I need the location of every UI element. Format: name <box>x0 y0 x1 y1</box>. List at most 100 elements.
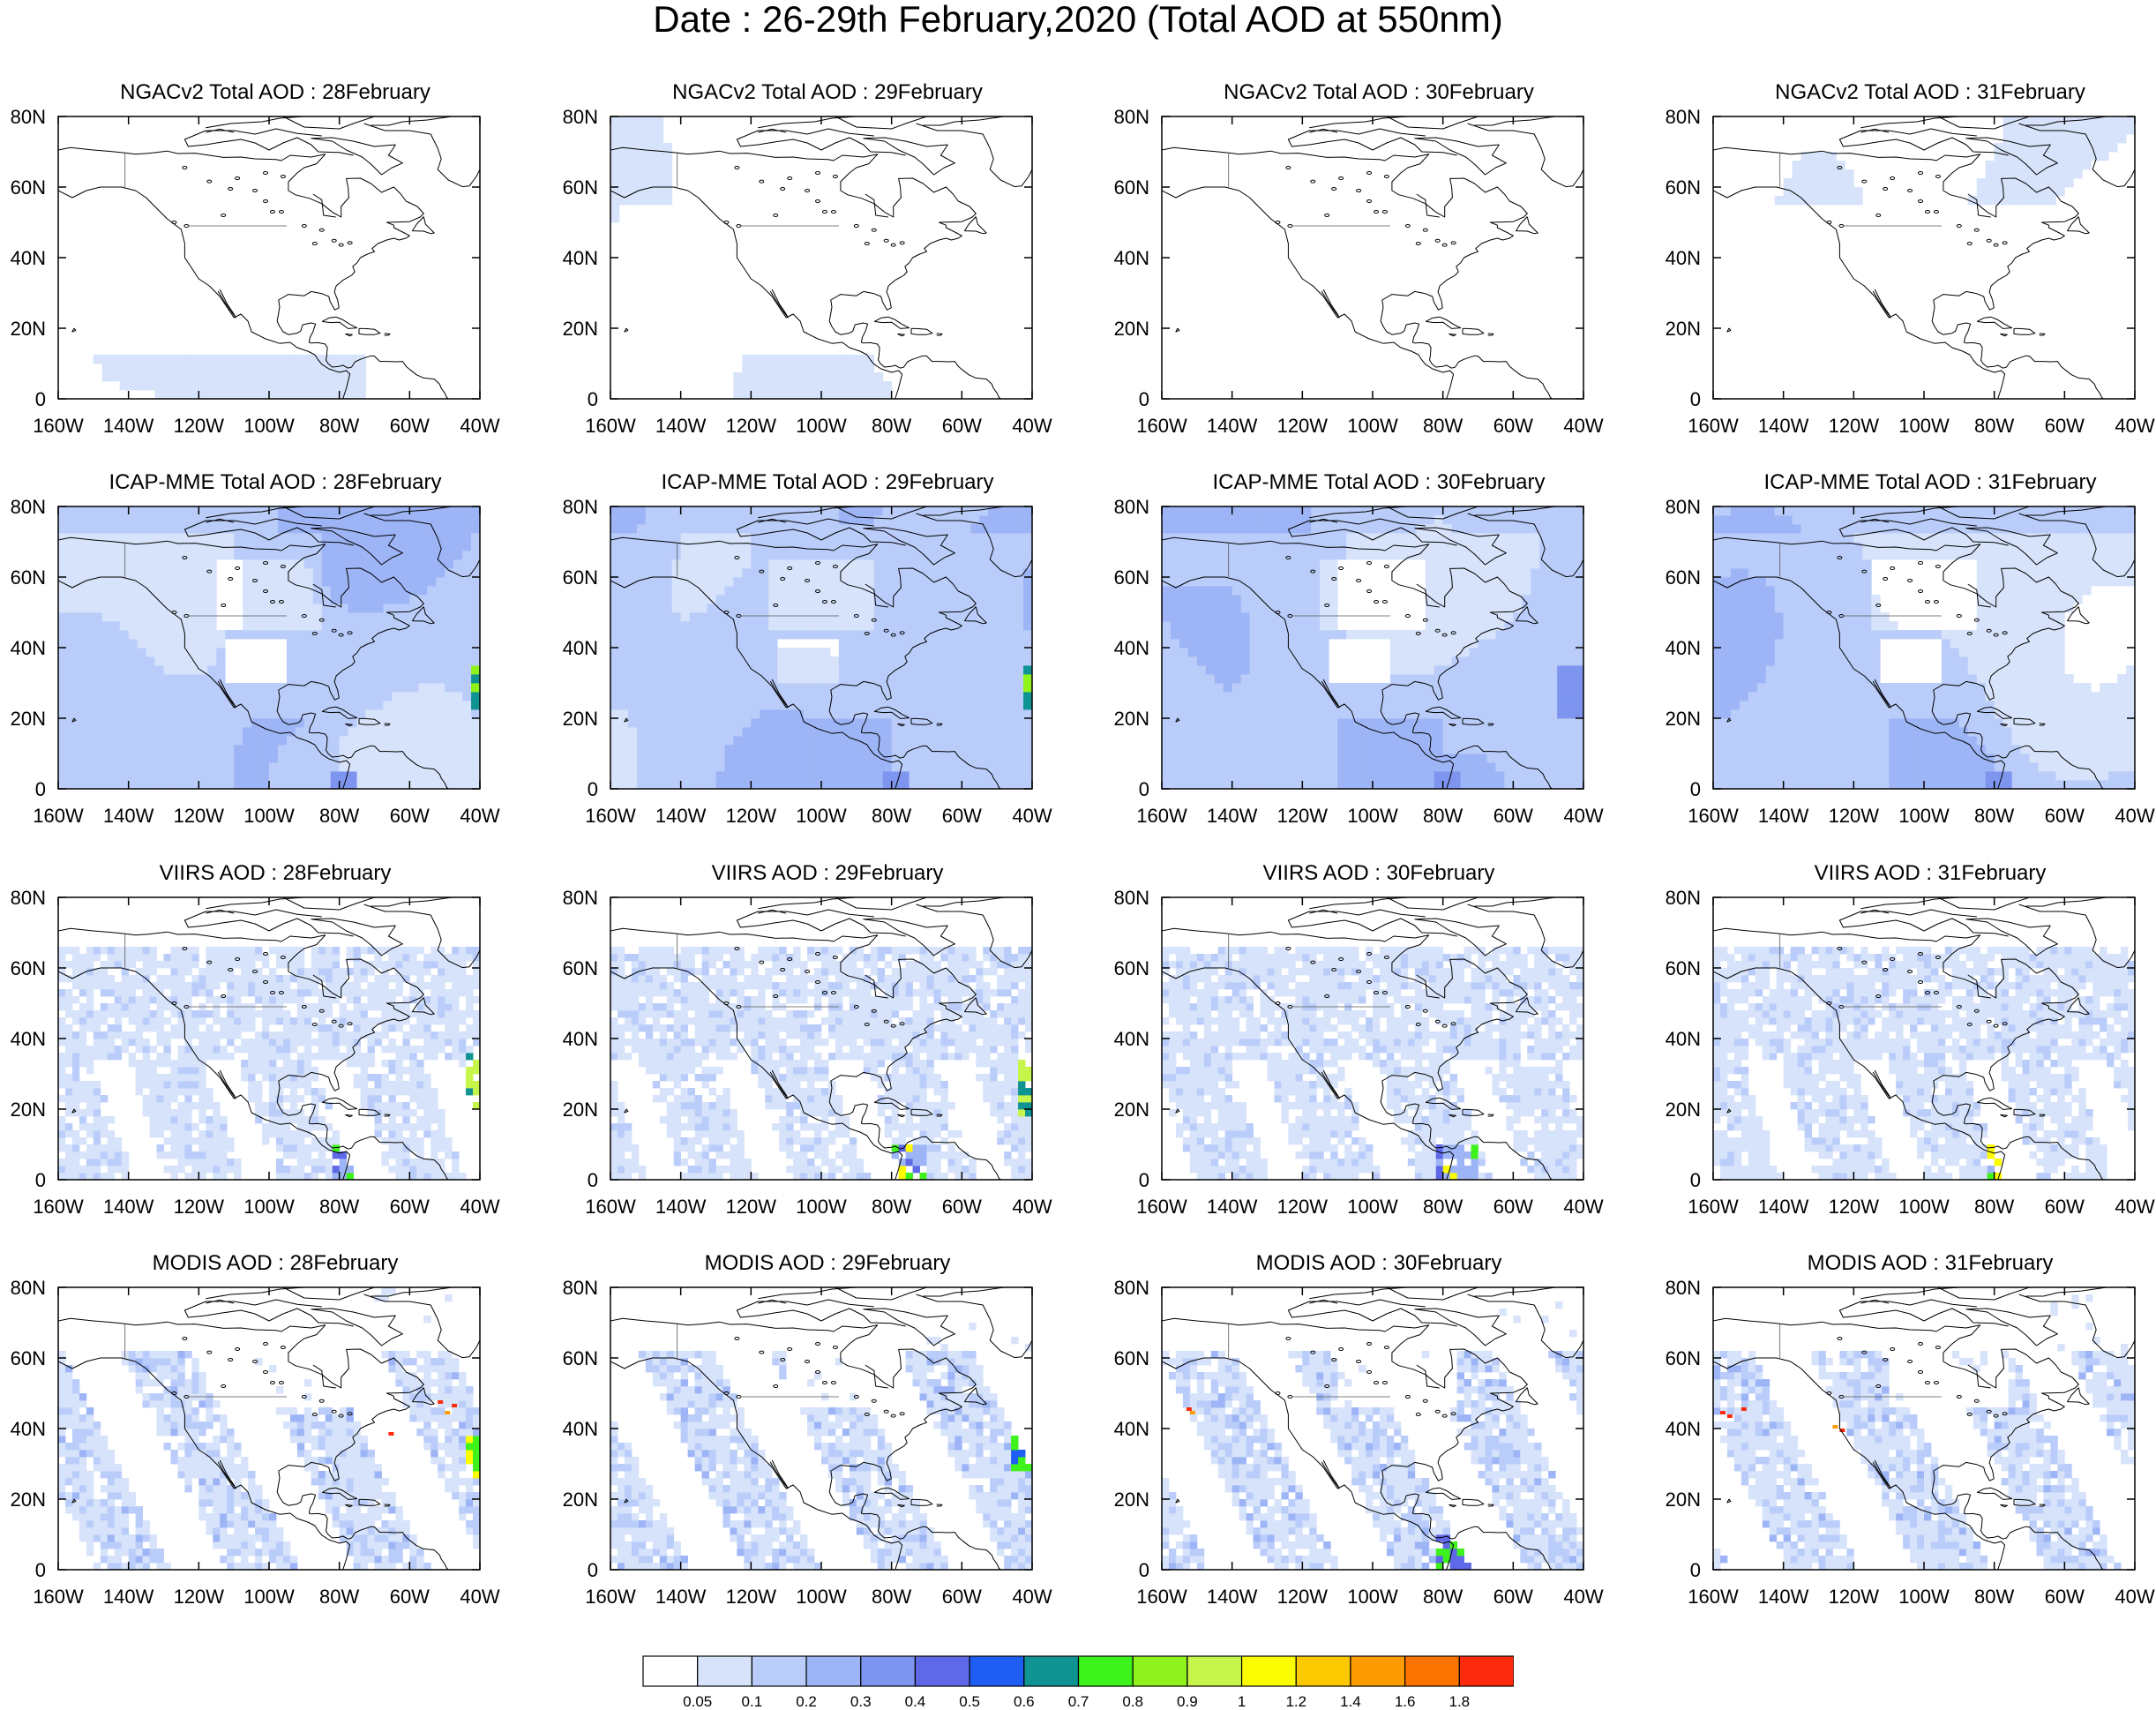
lat-tick-label: 20N <box>563 1489 598 1511</box>
lon-tick-label: 140W <box>103 1586 154 1608</box>
aod-field <box>610 116 893 399</box>
lon-tick-label: 60W <box>2045 1196 2085 1218</box>
map-panel: NGACv2 Total AOD : 30February 160W 140W 120… <box>1104 79 1654 468</box>
lon-tick-label: 80W <box>1423 805 1463 827</box>
aod-field <box>1713 506 2135 789</box>
aod-field <box>58 506 480 789</box>
lat-tick-label: 80N <box>1666 887 1701 909</box>
lon-tick-label: 120W <box>726 1196 777 1218</box>
lon-tick-label: 100W <box>1898 1196 1950 1218</box>
lat-tick-label: 80N <box>11 106 46 128</box>
colorbar-label: 1 <box>1238 1693 1246 1710</box>
map-plot: 160W 140W 120W 100W 80W 60W 40W 0 20N 40N 60N 80N <box>1114 496 1604 827</box>
colorbar-swatch <box>1404 1655 1460 1687</box>
lon-tick-label: 140W <box>103 805 154 827</box>
lat-tick-label: 0 <box>588 1559 598 1581</box>
colorbar-swatch <box>1187 1655 1243 1687</box>
colorbar-label: 0.2 <box>796 1693 817 1710</box>
lat-tick-label: 80N <box>1114 1277 1149 1299</box>
lat-tick-label: 0 <box>1690 388 1701 410</box>
lat-tick-label: 60N <box>1114 1347 1149 1369</box>
coastlines <box>58 897 480 1180</box>
lon-tick-label: 40W <box>2115 415 2154 437</box>
lon-tick-label: 60W <box>1493 1196 1533 1218</box>
lat-tick-label: 80N <box>563 106 598 128</box>
map-panel: VIIRS AOD : 28February 160W 140W 120W 100W 80… <box>0 860 550 1249</box>
panel-title: NGACv2 Total AOD : 28February <box>120 80 430 104</box>
lon-tick-label: 60W <box>390 805 430 827</box>
lon-tick-label: 160W <box>1688 1196 1739 1218</box>
lat-tick-label: 40N <box>11 1418 46 1440</box>
lat-tick-label: 40N <box>1666 1418 1701 1440</box>
lat-tick-label: 40N <box>1114 1028 1149 1050</box>
lon-tick-label: 80W <box>319 1196 359 1218</box>
lon-tick-label: 100W <box>243 805 295 827</box>
coastlines <box>610 506 1032 789</box>
lon-tick-label: 40W <box>2115 805 2154 827</box>
lat-tick-label: 80N <box>1114 496 1149 518</box>
lon-tick-label: 100W <box>1347 805 1398 827</box>
lon-tick-label: 120W <box>1277 805 1329 827</box>
map-panel: ICAP-MME Total AOD : 30February 160W 140W 1… <box>1104 469 1654 858</box>
lon-tick-label: 100W <box>243 1196 295 1218</box>
panel-title: ICAP-MME Total AOD : 28February <box>109 470 442 494</box>
map-plot: 160W 140W 120W 100W 80W 60W 40W 0 20N 40N 60N 80N <box>11 1277 500 1608</box>
colorbar-label: 0.3 <box>850 1693 872 1710</box>
lat-tick-label: 80N <box>563 887 598 909</box>
lon-tick-label: 40W <box>460 1586 499 1608</box>
lat-tick-label: 0 <box>35 388 46 410</box>
lon-tick-label: 80W <box>872 805 911 827</box>
map-plot: 160W 140W 120W 100W 80W 60W 40W 0 20N 40N 60N 80N <box>563 496 1052 827</box>
lat-tick-label: 60N <box>1666 1347 1701 1369</box>
lat-tick-label: 20N <box>1114 708 1149 730</box>
colorbar-label: 1.4 <box>1340 1693 1361 1710</box>
lat-tick-label: 0 <box>1690 778 1701 800</box>
aod-field <box>1713 1294 2135 1570</box>
lon-tick-label: 140W <box>655 1196 707 1218</box>
lat-tick-label: 40N <box>1114 247 1149 269</box>
lat-tick-label: 0 <box>588 778 598 800</box>
colorbar-swatch <box>1458 1655 1514 1687</box>
lon-tick-label: 100W <box>1347 1196 1398 1218</box>
lon-tick-label: 120W <box>174 1586 225 1608</box>
lat-tick-label: 60N <box>1666 957 1701 979</box>
lon-tick-label: 140W <box>103 1196 154 1218</box>
lon-tick-label: 40W <box>1012 415 1052 437</box>
map-plot: 160W 140W 120W 100W 80W 60W 40W 0 20N 40N 60N 80N <box>11 887 500 1218</box>
lon-tick-label: 100W <box>1898 805 1950 827</box>
lat-tick-label: 20N <box>1114 1099 1149 1121</box>
colorbar-label: 0.5 <box>959 1693 980 1710</box>
lon-tick-label: 40W <box>460 1196 499 1218</box>
lat-tick-label: 20N <box>1666 318 1701 340</box>
map-panel: NGACv2 Total AOD : 28February 160W 140W 120… <box>0 79 550 468</box>
lon-tick-label: 120W <box>174 1196 225 1218</box>
lat-tick-label: 60N <box>1666 176 1701 199</box>
lon-tick-label: 140W <box>655 415 707 437</box>
lon-tick-label: 140W <box>1758 1586 1809 1608</box>
panel-title: VIIRS AOD : 31February <box>1814 861 2047 885</box>
lat-tick-label: 40N <box>563 637 598 659</box>
aod-field <box>1162 947 1583 1180</box>
lat-tick-label: 20N <box>563 708 598 730</box>
coastlines <box>1713 506 2135 789</box>
lon-tick-label: 60W <box>390 1196 430 1218</box>
lon-tick-label: 120W <box>1277 415 1329 437</box>
map-plot: 160W 140W 120W 100W 80W 60W 40W 0 20N 40N 60N 80N <box>1666 1277 2155 1608</box>
colorbar-swatch <box>1077 1655 1134 1687</box>
lat-tick-label: 40N <box>11 1028 46 1050</box>
colorbar-label: 1.6 <box>1395 1693 1416 1710</box>
coastlines <box>610 897 1032 1180</box>
lat-tick-label: 40N <box>563 1028 598 1050</box>
lon-tick-label: 40W <box>1563 415 1603 437</box>
lon-tick-label: 140W <box>1207 1586 1258 1608</box>
lat-tick-label: 0 <box>35 1169 46 1191</box>
lat-tick-label: 60N <box>11 566 46 589</box>
lon-tick-label: 160W <box>33 1196 84 1218</box>
map-panel: VIIRS AOD : 30February 160W 140W 120W 100W 80… <box>1104 860 1654 1249</box>
coastlines <box>1713 897 2135 1180</box>
lon-tick-label: 160W <box>585 1586 636 1608</box>
lat-tick-label: 0 <box>35 1559 46 1581</box>
lon-tick-label: 60W <box>2045 805 2085 827</box>
lat-tick-label: 20N <box>563 318 598 340</box>
